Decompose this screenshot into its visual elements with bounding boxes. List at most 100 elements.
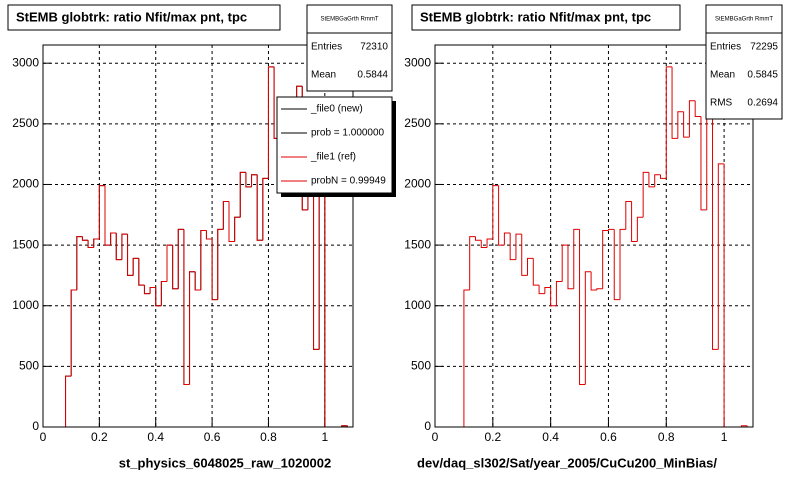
histogram-bin xyxy=(550,287,557,307)
x-tick-label: 0.6 xyxy=(600,430,617,444)
y-tick-label: 1000 xyxy=(404,298,431,312)
histogram-bin xyxy=(631,201,638,242)
plot-frame-border xyxy=(434,44,754,428)
chart-title: StEMB globtrk: ratio Nfit/max pnt, tpc xyxy=(16,9,247,24)
histogram-bin xyxy=(717,163,725,350)
stats-title: StEMBGaGrth RmmT xyxy=(320,17,378,23)
plot-frame xyxy=(434,44,754,428)
histogram-bin xyxy=(183,229,190,386)
histogram-bin xyxy=(127,234,134,276)
x-tick-label: 0.2 xyxy=(91,430,108,444)
histogram-bin xyxy=(239,171,246,218)
histogram-bin xyxy=(217,228,224,300)
title-box xyxy=(7,4,281,31)
y-tick-label: 2000 xyxy=(12,177,39,191)
histogram-bin xyxy=(636,216,644,242)
histogram-bin xyxy=(245,172,252,188)
x-tick-label: 0 xyxy=(40,430,47,444)
y-tick-label: 1500 xyxy=(404,237,431,251)
histogram-bin xyxy=(619,228,626,300)
histogram-bin xyxy=(110,232,117,246)
histogram-bin xyxy=(654,174,661,187)
histogram-bin xyxy=(115,232,122,261)
histogram-bin xyxy=(480,240,488,249)
histogram-bin xyxy=(222,200,229,230)
histogram-bin xyxy=(625,200,632,230)
histogram-bin xyxy=(262,177,269,241)
x-axis-label: st_physics_6048025_raw_1020002 xyxy=(119,455,332,470)
stats-label: Entries xyxy=(710,42,741,53)
histogram-bin xyxy=(463,289,470,427)
histogram-bin xyxy=(267,66,275,179)
histogram-bin xyxy=(93,238,100,248)
histogram-bin xyxy=(98,185,105,240)
histogram-bin xyxy=(149,287,156,294)
stats-label: Entries xyxy=(311,42,342,53)
y-tick-label: 2500 xyxy=(404,116,431,130)
histogram-bin xyxy=(573,228,580,289)
stats-value: 0.5844 xyxy=(357,70,388,81)
x-axis-label: dev/daq_sl302/Sat/year_2005/CuCu200_MinB… xyxy=(417,455,717,470)
histogram-bin xyxy=(688,100,696,138)
histogram-bin xyxy=(160,280,167,306)
legend-label: _file1 (ref) xyxy=(310,152,356,163)
histogram-bin xyxy=(172,245,179,290)
histogram-bin xyxy=(712,86,719,350)
legend-label: _file0 (new) xyxy=(310,104,363,115)
plot-frame-border xyxy=(42,44,354,428)
histogram-bin xyxy=(234,216,241,242)
histogram-bin xyxy=(509,232,516,261)
histogram-bin xyxy=(527,257,534,276)
histogram-bin xyxy=(194,271,201,291)
histogram-bin xyxy=(503,232,511,246)
histogram-bin xyxy=(555,280,563,306)
y-tick-label: 0 xyxy=(424,419,431,433)
histogram-bin xyxy=(76,236,83,290)
x-tick-label: 0 xyxy=(432,430,439,444)
x-tick-label: 0.8 xyxy=(260,430,277,444)
y-tick-label: 3000 xyxy=(404,55,431,69)
histogram-bin xyxy=(70,289,77,377)
stats-value: 72295 xyxy=(750,42,778,53)
chart-title: StEMB globtrk: ratio Nfit/max pnt, tpc xyxy=(420,9,651,24)
histogram-bin xyxy=(121,233,128,260)
histogram-bin xyxy=(515,233,522,260)
stats-value: 0.5845 xyxy=(747,70,778,81)
histogram-bin xyxy=(659,174,667,179)
histogram-bin xyxy=(665,66,673,179)
histogram-bin xyxy=(65,375,72,427)
x-tick-label: 0.4 xyxy=(542,430,559,444)
histogram-bin xyxy=(469,236,476,290)
x-tick-label: 1 xyxy=(721,430,728,444)
histogram-bin xyxy=(251,174,258,187)
histogram-bin xyxy=(596,288,603,290)
stats-label: Mean xyxy=(311,70,336,81)
histogram-bin xyxy=(538,285,545,295)
legend-box xyxy=(276,96,393,194)
stats-title: StEMBGaGrth RmmT xyxy=(715,17,773,23)
histogram-bin xyxy=(486,238,493,248)
histogram-bin xyxy=(474,236,482,241)
x-tick-label: 0.8 xyxy=(658,430,675,444)
y-tick-label: 1500 xyxy=(12,237,39,251)
histogram-bin xyxy=(677,111,684,139)
x-tick-label: 1 xyxy=(321,430,328,444)
legend-label: probN = 0.99949 xyxy=(311,176,386,187)
legend: _file0 (new) prob = 1.000000 _file1 (ref) p… xyxy=(281,104,386,187)
title-box xyxy=(411,4,681,31)
histogram-bin xyxy=(683,111,690,138)
stats-label: Mean xyxy=(710,70,735,81)
histogram-bin xyxy=(200,230,207,290)
histogram-bin xyxy=(177,228,184,289)
y-tick-label: 3000 xyxy=(12,55,39,69)
histogram-bin xyxy=(138,258,145,286)
histogram-bin xyxy=(87,240,94,249)
x-tick-label: 0.4 xyxy=(147,430,164,444)
histogram-bin xyxy=(81,236,89,241)
histogram-bin xyxy=(296,85,303,101)
stats-label: RMS xyxy=(710,98,733,109)
histogram-bin xyxy=(521,234,528,276)
histogram-bin xyxy=(671,66,678,139)
histogram-bin xyxy=(189,271,196,385)
